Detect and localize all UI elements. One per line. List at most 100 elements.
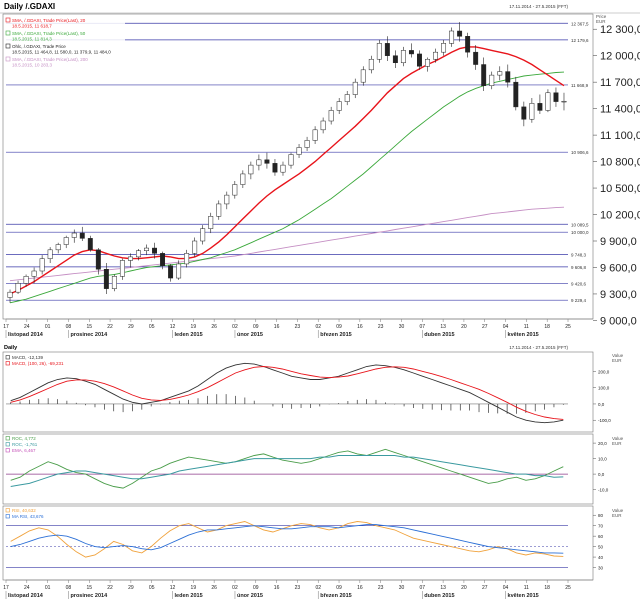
candle <box>408 43 414 58</box>
legend-sub: 18.5.2015, 11 618,7 <box>12 24 52 29</box>
candle-body <box>63 237 69 245</box>
date-day-label: 18 <box>544 324 550 330</box>
candle-body <box>545 92 551 111</box>
level-label-2: 11 668,9 <box>571 83 589 88</box>
roc-legend-swatch <box>5 448 10 453</box>
date-day-label: 30 <box>399 585 405 591</box>
roc-panel[interactable] <box>2 433 594 505</box>
candle-body <box>232 184 238 196</box>
legend-sub: 18.5.2015, 11 464,8, 11 580,0, 11 379,9,… <box>12 50 111 55</box>
date-day-label: 26 <box>211 585 217 591</box>
date-day-label: 29 <box>128 585 134 591</box>
rsi-legend-swatch <box>5 514 10 519</box>
candle <box>521 101 527 127</box>
candle-body <box>47 249 53 259</box>
candle <box>336 98 342 114</box>
legend-sub: 18.5.2015, 10 283,3 <box>12 63 53 68</box>
candle <box>441 39 447 56</box>
roc-lines <box>6 448 568 489</box>
macd-histogram <box>6 394 568 414</box>
candle <box>184 249 190 268</box>
date-day-label: 23 <box>295 324 301 330</box>
roc-legend-swatch <box>5 442 10 447</box>
date-day-label: 04 <box>503 324 509 330</box>
date-day-label: 11 <box>524 324 529 330</box>
date-month-label: leden 2015 <box>175 332 203 338</box>
candle-body <box>408 50 414 55</box>
candle-body <box>39 258 45 272</box>
candle-body <box>111 276 117 289</box>
candle-body <box>489 74 495 86</box>
date-day-label: 02 <box>232 324 238 330</box>
roc-tick-label: 10,0 <box>598 457 607 462</box>
candle <box>240 170 246 189</box>
rsi-legend-label: RSI, 40,632 <box>12 508 36 513</box>
date-month-label: prosinec 2014 <box>70 593 108 599</box>
legend-swatch <box>5 17 11 23</box>
date-day-label: 20 <box>461 324 467 330</box>
rsi-panel[interactable] <box>2 505 594 581</box>
macd-line <box>10 362 564 424</box>
macd-tick-label: 100,0 <box>598 386 610 391</box>
candle <box>248 161 254 180</box>
candle-body <box>352 81 358 95</box>
roc-axis-unit: EUR <box>612 441 622 446</box>
sma200-line <box>9 206 565 282</box>
macd-panel[interactable] <box>2 351 594 433</box>
level-label-7: 9 606,8 <box>571 265 587 270</box>
chart-title: Daily /.GDAXI <box>4 2 55 11</box>
date-day-label: 20 <box>461 585 467 591</box>
candle <box>264 152 270 169</box>
candle <box>87 235 93 252</box>
candle-body <box>521 106 527 120</box>
candle-body <box>537 103 543 111</box>
legend-label: SMA, /.GDAXI, Trade Price(Last), 200 <box>12 57 88 62</box>
candle-body <box>7 291 13 298</box>
roc-axis-header: Value <box>612 436 624 441</box>
date-day-label: 11 <box>524 585 529 591</box>
candle <box>392 50 398 69</box>
rsi-axis-header: Value <box>612 508 624 513</box>
date-day-label: 24 <box>24 324 30 330</box>
candle <box>95 248 101 275</box>
date-day-label: 02 <box>315 324 321 330</box>
candle-body <box>505 71 511 83</box>
candle <box>352 78 358 99</box>
candle <box>425 57 430 72</box>
date-day-label: 22 <box>107 585 113 591</box>
candle <box>304 136 310 151</box>
legend-label: Ohlc, /.GDAXI, Trade Price <box>12 44 66 49</box>
date-day-label: 25 <box>565 324 571 330</box>
date-month-label: listopad 2014 <box>8 332 44 338</box>
candle <box>144 244 149 256</box>
date-day-label: 08 <box>66 585 72 591</box>
macd-signal-line <box>10 366 564 420</box>
sma200-path <box>9 206 565 282</box>
rsi-tick-label: 60 <box>598 534 604 539</box>
candle-body <box>160 253 166 266</box>
candle <box>272 158 278 176</box>
date-range-label: 17.11.2014 - 27.5.2015 (FFT) <box>509 4 568 9</box>
candle <box>505 64 511 88</box>
candle-body <box>417 53 422 67</box>
rsi-tick-label: 40 <box>598 555 604 560</box>
candle-body <box>15 283 21 293</box>
candle-body <box>425 58 430 67</box>
candle <box>192 237 198 257</box>
rsi-tick-label: 50 <box>598 545 604 550</box>
date-day-label: 17 <box>3 585 9 591</box>
candle <box>47 247 53 264</box>
candle-body <box>240 173 246 185</box>
date-day-label: 02 <box>315 585 321 591</box>
candle-body <box>400 50 406 64</box>
candle-body <box>119 260 125 277</box>
candle-body <box>200 228 206 242</box>
candle <box>457 22 463 42</box>
macd-tick-label: -100,0 <box>598 418 611 423</box>
roc-legend-label: EMA, 6,467 <box>12 448 36 453</box>
candle <box>489 71 495 90</box>
level-label-3: 10 906,6 <box>571 150 589 155</box>
macd-legend-swatch <box>5 361 10 366</box>
